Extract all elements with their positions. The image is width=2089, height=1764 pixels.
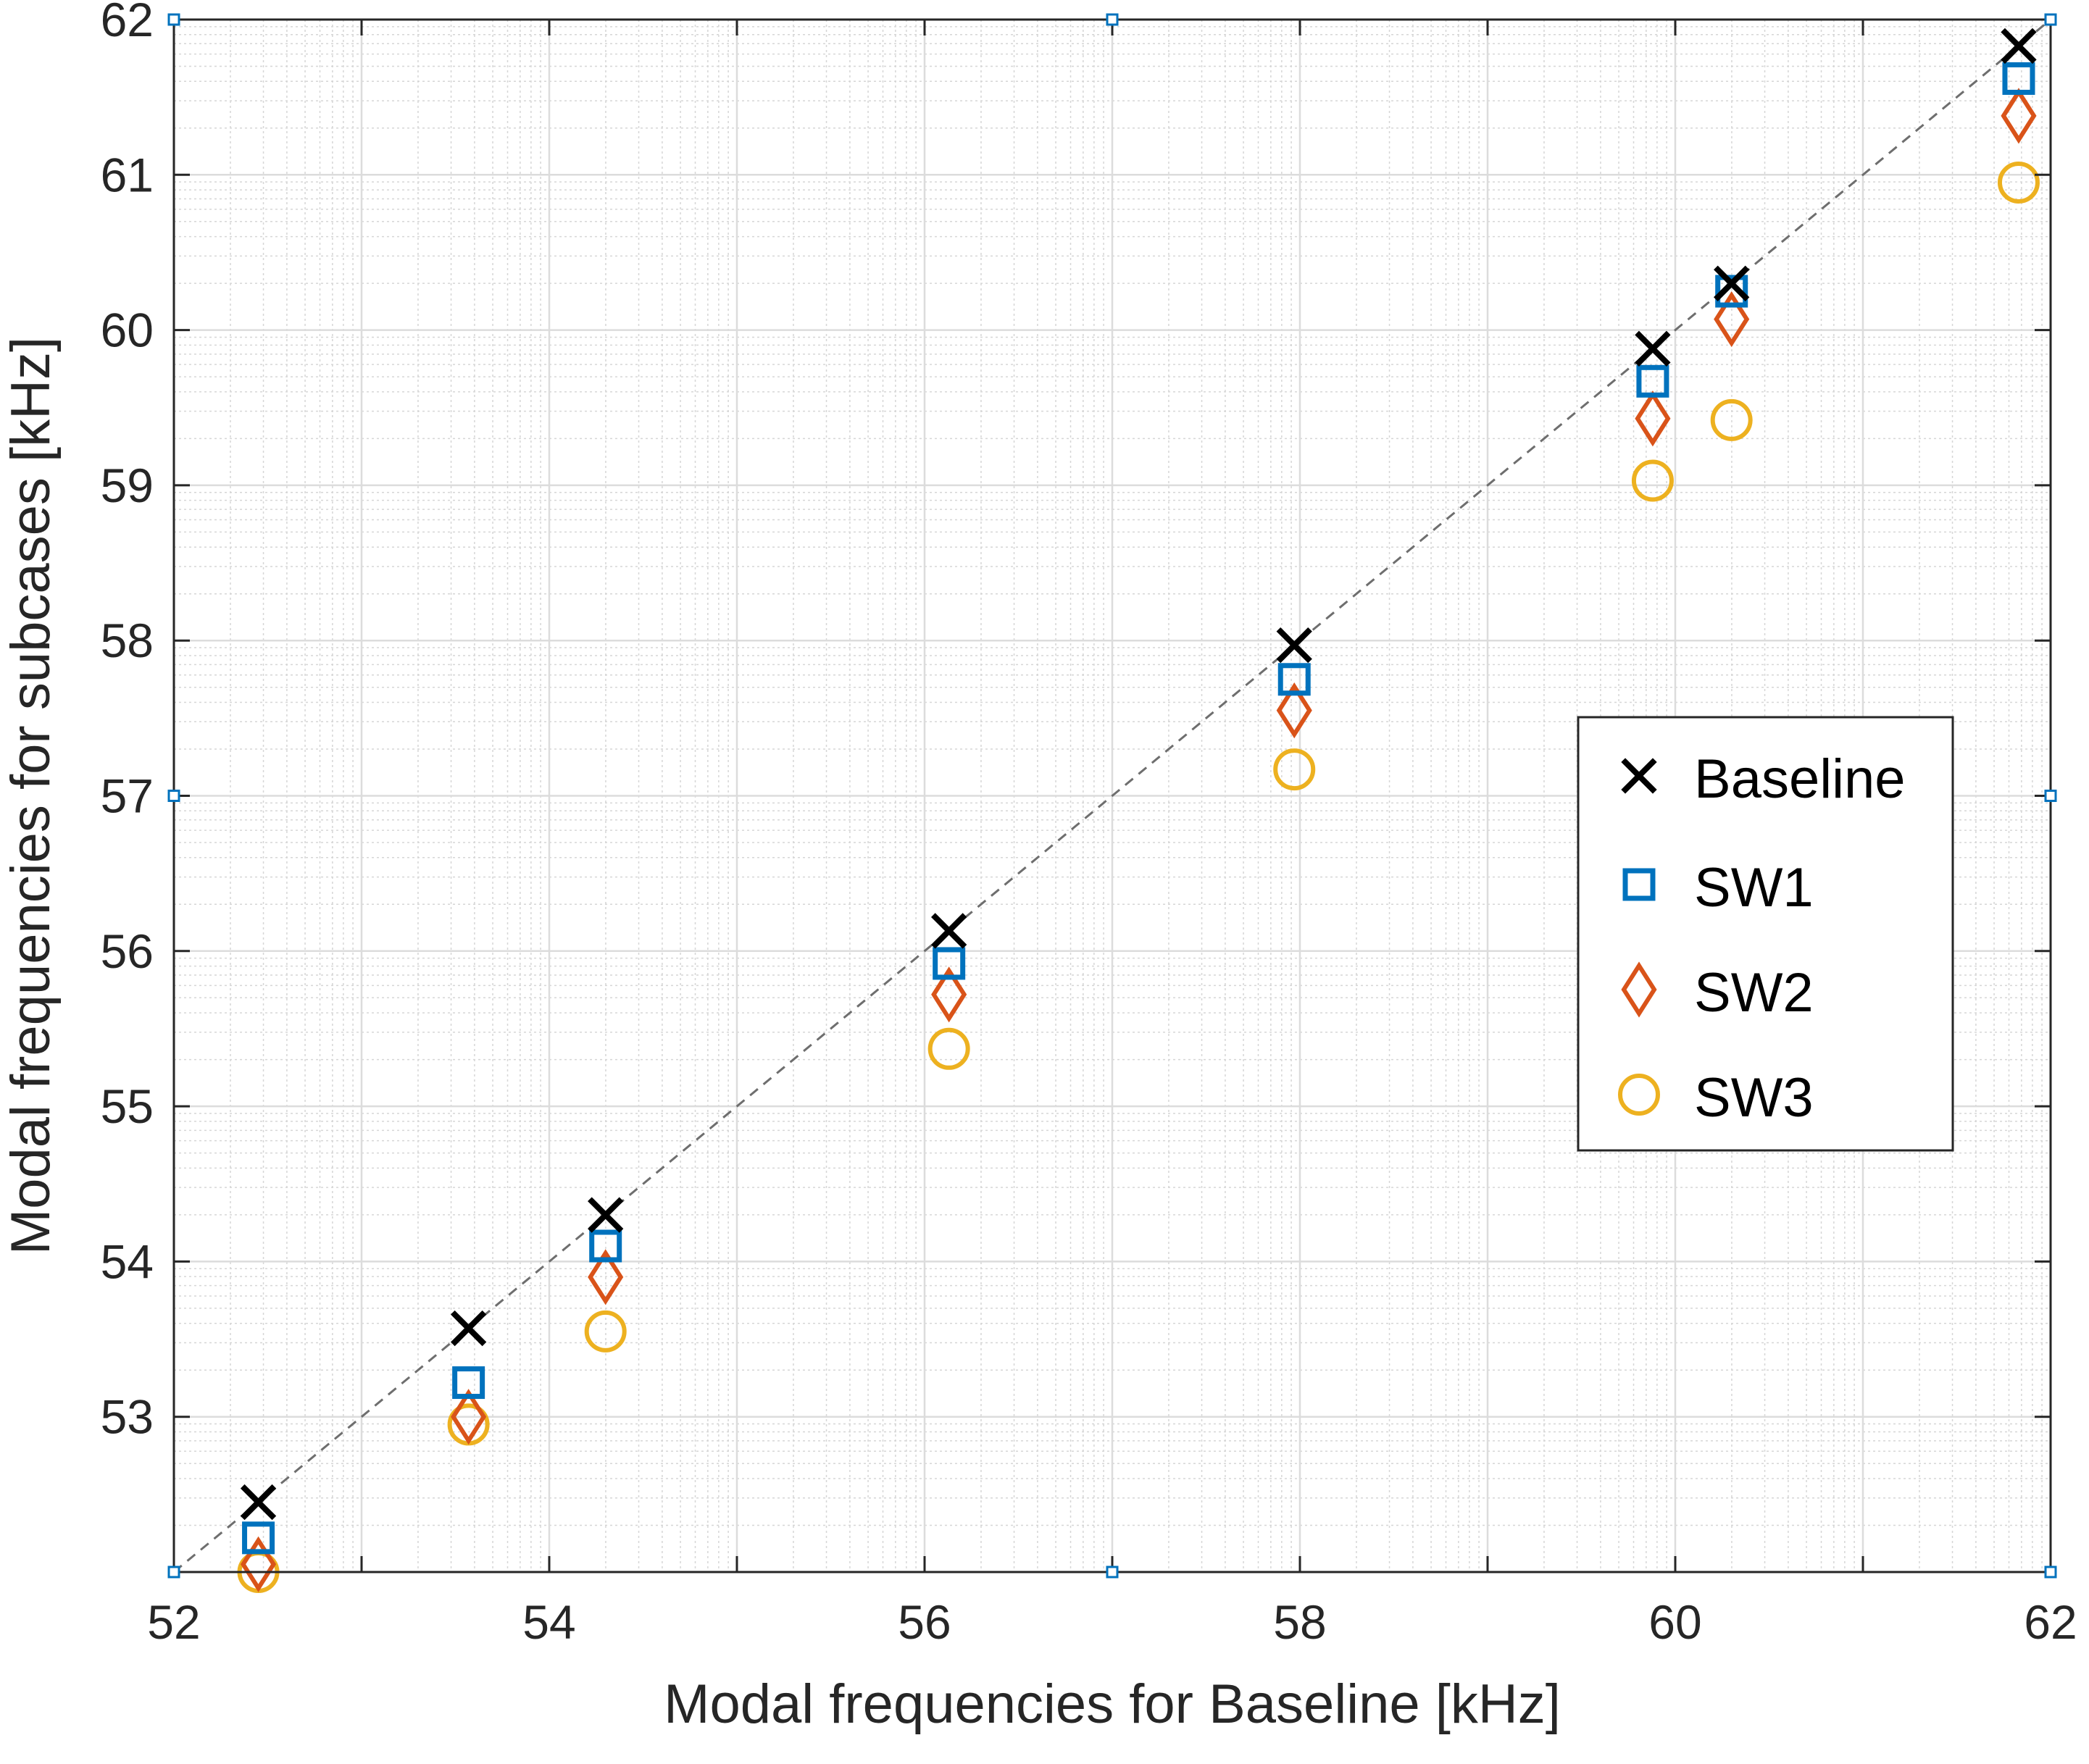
point-baseline-stroke-b [1635,330,1671,367]
y-tick-label: 59 [101,459,154,512]
point-sw2 [1276,682,1312,739]
x-axis-label: Modal frequencies for Baseline [kHz] [664,1673,1561,1735]
point-sw2 [1635,390,1671,447]
point-sw1 [452,1366,485,1400]
point-sw3 [927,1027,970,1070]
y-tick-label: 54 [101,1234,154,1288]
y-tick-label: 53 [101,1390,154,1444]
legend-marker-baseline [1621,758,1657,794]
y-tick-label: 58 [101,614,154,667]
x-tick-label: 54 [522,1595,575,1649]
corner-marker [2044,790,2057,802]
point-sw3 [1710,398,1753,441]
corner-marker [2044,1566,2057,1579]
legend-label-sw3: SW3 [1694,1067,1814,1129]
legend-label-baseline: Baseline [1694,748,1906,810]
point-sw2 [240,1536,277,1592]
legend: Baseline SW1 SW2 SW3 [1577,716,1954,1152]
x-tick-labels: 52 54 56 58 60 62 [147,1595,2077,1649]
series-sw2 [240,88,2037,1592]
x-tick-label: 52 [147,1595,200,1649]
point-sw1 [1636,364,1669,398]
point-baseline-stroke-b [588,1197,624,1233]
point-baseline-stroke-b [2001,28,2037,64]
point-sw2 [451,1389,487,1445]
legend-marker-sw3 [1618,1074,1660,1116]
x-tick-label: 60 [1648,1595,1701,1649]
legend-box [1577,716,1954,1152]
y-tick-label: 61 [101,148,154,201]
reference-line-layer [173,18,2051,1573]
point-baseline-stroke-b [931,913,967,949]
corner-marker [1106,13,1119,26]
point-baseline [588,1197,624,1233]
point-sw1 [1277,663,1311,696]
point-baseline [1714,265,1750,301]
y-tick-label: 56 [101,924,154,978]
corner-marker [2044,13,2057,26]
legend-label-sw2: SW2 [1694,962,1814,1024]
legend-label-sw1: SW1 [1694,857,1814,919]
series-baseline [240,28,2037,1521]
tick-marks [174,20,2051,1572]
corner-marker [167,13,180,26]
y-tick-label: 57 [101,769,154,823]
legend-marker-sw1 [1622,868,1656,901]
corner-marker [1106,1566,1119,1579]
point-sw1 [242,1521,275,1555]
point-baseline-stroke-b [1714,265,1750,301]
corner-marker [167,1566,180,1579]
point-sw3 [1631,459,1674,502]
series-sw1 [242,62,2035,1555]
point-sw3 [1997,162,2040,204]
point-sw2 [2001,88,2037,144]
legend-marker-baseline-stroke-b [1621,758,1657,794]
point-baseline [1635,330,1671,367]
point-baseline-stroke-b [240,1484,277,1521]
data-series-layer [237,28,2040,1593]
point-sw1 [2002,62,2035,95]
point-baseline [240,1484,277,1521]
point-sw2 [1714,291,1750,348]
reference-diagonal-line [173,18,2051,1573]
point-sw3 [1273,748,1316,791]
point-sw1 [1715,275,1748,308]
point-baseline [931,913,967,949]
y-tick-label: 60 [101,304,154,357]
point-baseline [1276,627,1312,664]
point-sw1 [933,947,966,980]
point-baseline [2001,28,2037,64]
legend-marker-sw2 [1621,961,1657,1018]
point-sw2 [588,1249,624,1305]
y-axis-label: Modal frequencies for subcases [kHz] [0,337,62,1255]
point-sw3 [584,1310,627,1353]
y-tick-label: 55 [101,1079,154,1133]
point-baseline [450,1310,487,1347]
point-baseline-stroke-b [1276,627,1312,664]
corner-marker-layer [167,13,2057,1579]
corner-marker [167,790,180,802]
x-tick-label: 56 [898,1595,951,1649]
point-sw2 [931,966,967,1023]
point-baseline-stroke-b [450,1310,487,1347]
legend-markers [1618,758,1660,1116]
y-tick-labels: 53 54 55 56 57 58 59 60 61 62 [101,0,154,1444]
y-tick-label: 62 [101,0,154,46]
x-tick-label: 62 [2024,1595,2077,1649]
x-tick-label: 58 [1273,1595,1326,1649]
point-sw1 [589,1229,622,1263]
